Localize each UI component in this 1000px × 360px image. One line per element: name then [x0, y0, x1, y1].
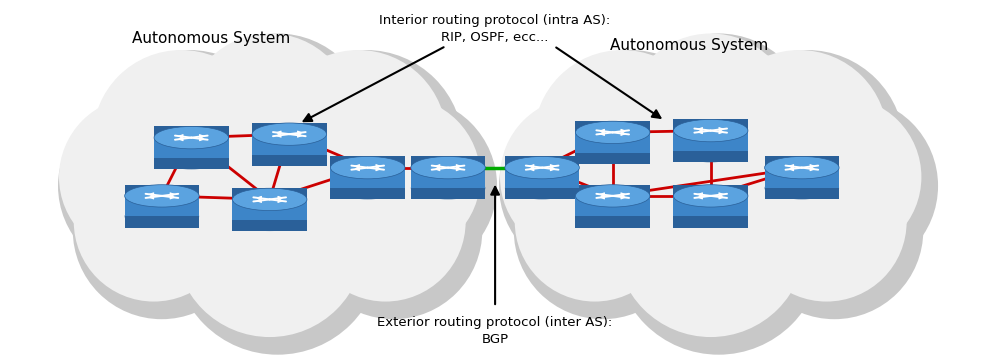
Ellipse shape [500, 97, 660, 257]
Ellipse shape [270, 50, 447, 227]
Ellipse shape [761, 97, 921, 257]
FancyBboxPatch shape [505, 168, 579, 188]
Ellipse shape [74, 141, 234, 302]
Ellipse shape [252, 123, 327, 145]
Ellipse shape [575, 142, 650, 164]
Ellipse shape [184, 33, 371, 220]
Ellipse shape [575, 185, 650, 207]
Ellipse shape [133, 43, 407, 317]
FancyBboxPatch shape [673, 120, 748, 162]
Ellipse shape [534, 50, 711, 227]
Ellipse shape [615, 147, 822, 355]
Ellipse shape [125, 185, 199, 207]
Ellipse shape [673, 205, 748, 228]
FancyBboxPatch shape [505, 157, 579, 199]
Text: Interior routing protocol (intra AS):
RIP, OSPF, ecc...: Interior routing protocol (intra AS): RI… [379, 14, 611, 44]
Ellipse shape [93, 50, 270, 227]
FancyBboxPatch shape [673, 131, 748, 151]
Ellipse shape [58, 97, 236, 275]
Ellipse shape [305, 141, 482, 319]
Ellipse shape [765, 157, 839, 179]
FancyBboxPatch shape [232, 188, 307, 231]
Ellipse shape [154, 126, 229, 149]
Ellipse shape [760, 97, 938, 275]
FancyBboxPatch shape [125, 185, 199, 228]
Ellipse shape [320, 97, 480, 257]
Ellipse shape [306, 141, 466, 302]
Ellipse shape [125, 205, 199, 228]
Ellipse shape [232, 188, 307, 211]
Ellipse shape [673, 140, 748, 162]
FancyBboxPatch shape [673, 196, 748, 216]
Ellipse shape [411, 157, 485, 179]
Ellipse shape [154, 147, 229, 169]
Ellipse shape [575, 205, 650, 228]
Ellipse shape [765, 177, 839, 199]
Ellipse shape [499, 97, 677, 275]
Ellipse shape [132, 43, 423, 334]
Ellipse shape [626, 33, 795, 202]
Text: Autonomous System: Autonomous System [610, 39, 768, 53]
FancyBboxPatch shape [154, 138, 229, 158]
Ellipse shape [711, 50, 888, 227]
Ellipse shape [174, 147, 381, 355]
Ellipse shape [411, 177, 485, 199]
Ellipse shape [92, 50, 286, 245]
Ellipse shape [574, 43, 848, 317]
FancyBboxPatch shape [765, 157, 839, 199]
FancyBboxPatch shape [125, 196, 199, 216]
FancyBboxPatch shape [330, 157, 405, 199]
Ellipse shape [330, 177, 405, 199]
FancyBboxPatch shape [154, 126, 229, 169]
FancyBboxPatch shape [765, 168, 839, 188]
Ellipse shape [252, 143, 327, 166]
FancyBboxPatch shape [252, 134, 327, 154]
Text: Exterior routing protocol (inter AS):
BGP: Exterior routing protocol (inter AS): BG… [377, 316, 613, 346]
FancyBboxPatch shape [232, 199, 307, 220]
FancyBboxPatch shape [575, 132, 650, 153]
Ellipse shape [59, 97, 219, 257]
Ellipse shape [575, 121, 650, 144]
Ellipse shape [185, 33, 354, 202]
Ellipse shape [175, 147, 365, 337]
Ellipse shape [673, 185, 748, 207]
FancyBboxPatch shape [575, 185, 650, 228]
FancyBboxPatch shape [411, 168, 485, 188]
FancyBboxPatch shape [673, 185, 748, 228]
Ellipse shape [573, 43, 864, 334]
Ellipse shape [232, 209, 307, 231]
Ellipse shape [515, 141, 675, 302]
Ellipse shape [269, 50, 463, 245]
Ellipse shape [330, 157, 405, 179]
Ellipse shape [505, 157, 579, 179]
Ellipse shape [533, 50, 727, 245]
Ellipse shape [319, 97, 497, 275]
Ellipse shape [616, 147, 806, 337]
Ellipse shape [514, 141, 692, 319]
Ellipse shape [73, 141, 251, 319]
Ellipse shape [746, 141, 923, 319]
Text: Autonomous System: Autonomous System [132, 31, 291, 46]
FancyBboxPatch shape [330, 168, 405, 188]
Ellipse shape [625, 33, 812, 220]
FancyBboxPatch shape [252, 123, 327, 166]
Ellipse shape [673, 120, 748, 142]
Ellipse shape [505, 177, 579, 199]
FancyBboxPatch shape [411, 157, 485, 199]
FancyBboxPatch shape [575, 196, 650, 216]
Ellipse shape [710, 50, 904, 245]
FancyBboxPatch shape [575, 121, 650, 164]
Ellipse shape [747, 141, 907, 302]
